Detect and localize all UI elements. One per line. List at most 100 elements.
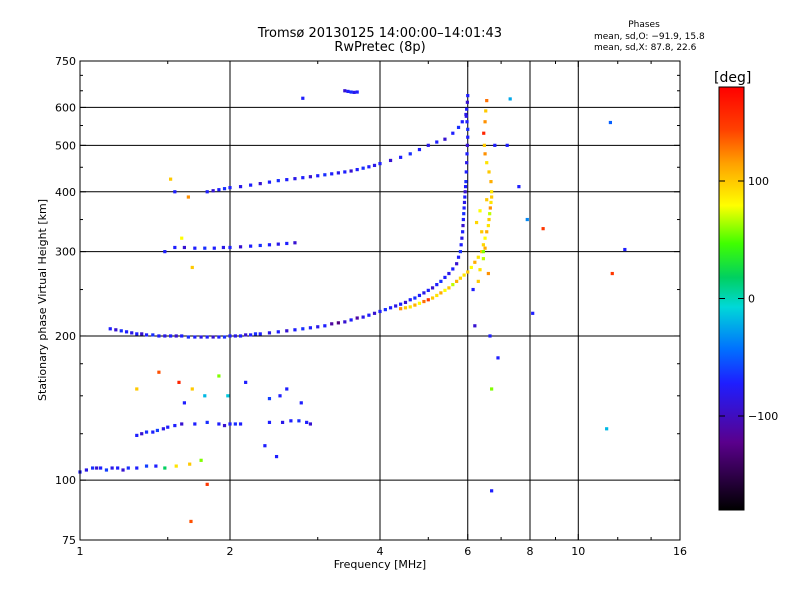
x-tick-label: 4 (377, 545, 384, 558)
data-point (488, 334, 492, 338)
data-point (417, 147, 422, 152)
data-point (144, 333, 149, 337)
data-point (228, 245, 232, 250)
data-point (460, 120, 464, 124)
data-point (465, 100, 469, 104)
data-point (144, 464, 149, 468)
y-tick-label: 400 (55, 186, 76, 199)
data-point (244, 380, 248, 384)
data-point (173, 245, 177, 250)
data-point (258, 243, 262, 248)
data-point (99, 466, 103, 470)
data-point (238, 422, 243, 426)
data-point (489, 200, 493, 205)
data-point (190, 265, 194, 270)
y-tick-label: 100 (55, 474, 76, 487)
data-point (285, 178, 289, 182)
data-point (336, 321, 340, 325)
data-point (465, 120, 469, 124)
data-point (388, 158, 393, 163)
data-point (462, 200, 467, 205)
data-point (343, 89, 347, 93)
data-point (140, 332, 144, 336)
data-point (228, 334, 232, 338)
data-point (238, 185, 243, 189)
data-point (413, 303, 417, 307)
data-point (226, 394, 230, 398)
data-point (473, 324, 477, 328)
data-point (403, 300, 408, 305)
data-point (417, 301, 422, 305)
data-point (469, 265, 473, 270)
data-point (186, 195, 190, 199)
data-point (462, 206, 466, 210)
data-point (413, 296, 417, 300)
data-point (476, 279, 480, 283)
data-point (346, 89, 350, 94)
data-point (308, 422, 313, 426)
data-point (435, 283, 439, 287)
data-point (486, 271, 490, 276)
data-point (301, 96, 305, 100)
data-point (126, 466, 130, 470)
data-point (238, 334, 243, 338)
data-point (110, 466, 114, 470)
data-point (367, 313, 371, 317)
data-point (293, 241, 297, 245)
data-point (408, 152, 412, 156)
data-point (435, 140, 439, 144)
data-point (473, 260, 477, 264)
data-point (188, 462, 192, 466)
data-point (480, 230, 484, 234)
data-point (267, 180, 272, 184)
data-point (430, 296, 435, 300)
data-point (278, 394, 282, 398)
data-point (483, 120, 487, 124)
data-point (169, 334, 173, 338)
data-point (426, 298, 430, 302)
data-point (456, 255, 461, 259)
y-tick-label: 300 (55, 246, 76, 259)
data-point (426, 288, 430, 292)
data-point (221, 245, 226, 250)
data-point (308, 175, 313, 179)
data-point (464, 180, 468, 184)
data-point (490, 190, 494, 194)
data-point (458, 250, 463, 254)
x-tick-label: 10 (571, 545, 585, 558)
data-point (465, 152, 469, 156)
data-point (474, 220, 479, 225)
data-point (464, 114, 468, 118)
data-point (217, 188, 221, 192)
data-point (466, 94, 470, 98)
data-point (361, 166, 365, 170)
data-point (490, 489, 494, 493)
data-point (451, 267, 455, 271)
data-point (174, 334, 178, 338)
data-point (293, 177, 297, 181)
data-point (253, 332, 258, 336)
data-point (212, 246, 216, 250)
data-point (605, 427, 609, 431)
data-point (173, 423, 177, 428)
data-point (205, 420, 209, 424)
data-point (280, 420, 285, 424)
data-point (476, 255, 480, 259)
data-point (464, 170, 468, 174)
data-point (443, 137, 447, 141)
data-point (343, 320, 347, 324)
data-point (121, 468, 125, 472)
data-point (205, 190, 209, 194)
data-point (154, 464, 158, 468)
data-point (135, 387, 139, 391)
x-tick-label: 16 (673, 545, 687, 558)
data-point (316, 325, 320, 329)
data-point (267, 331, 272, 335)
data-point (267, 420, 272, 424)
data-point (484, 109, 488, 113)
data-point (135, 466, 139, 470)
data-point (180, 236, 184, 240)
data-point (508, 97, 512, 101)
data-point (91, 466, 95, 470)
